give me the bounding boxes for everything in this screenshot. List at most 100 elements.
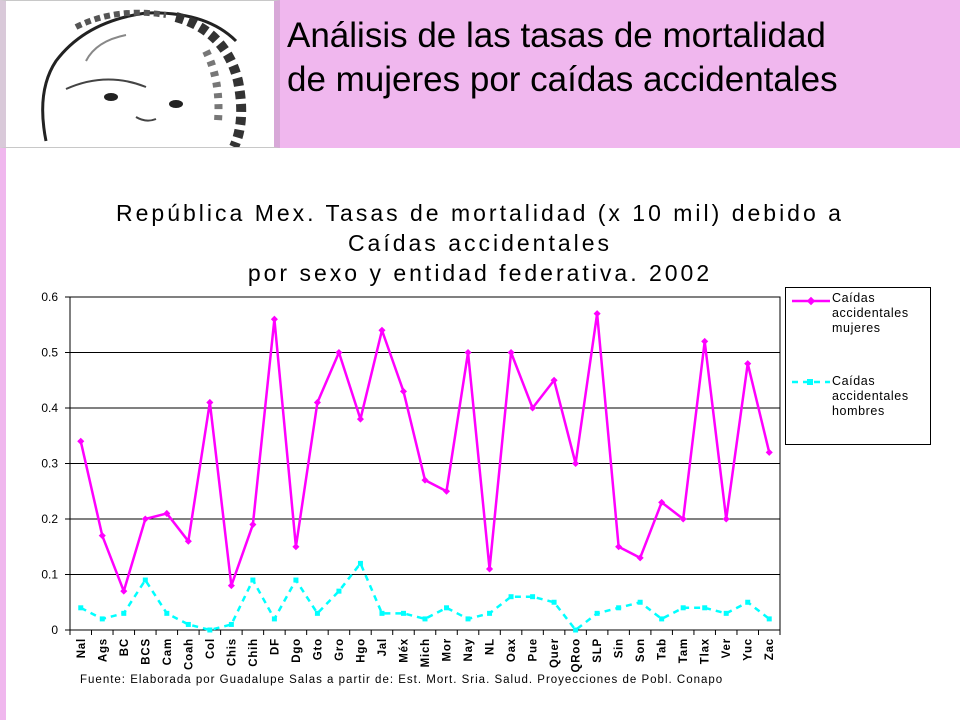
data-point-women (550, 376, 558, 384)
data-point-men (594, 610, 600, 616)
x-tick-label: Zac (764, 638, 776, 660)
data-point-women (765, 448, 773, 456)
x-tick-label: Tam (678, 638, 690, 663)
data-point-women (486, 565, 494, 573)
data-point-men (573, 627, 579, 633)
data-point-men (271, 616, 277, 622)
data-point-men (508, 594, 514, 600)
x-tick-label: Chih (248, 638, 260, 667)
x-tick-label: Mor (442, 638, 454, 661)
y-tick-label: 0.2 (41, 512, 58, 526)
x-tick-label: Oax (506, 638, 518, 662)
data-point-women (593, 310, 601, 318)
data-point-women (292, 543, 300, 551)
data-point-men (616, 605, 622, 611)
x-tick-label: BC (119, 638, 131, 656)
legend-swatch-women (792, 296, 830, 306)
data-point-women (615, 543, 623, 551)
legend-item-men: Caídas accidentales hombres (790, 374, 930, 434)
data-point-men (250, 577, 256, 583)
data-point-men (142, 577, 148, 583)
x-tick-label: Nal (76, 638, 88, 658)
data-point-men (207, 627, 213, 633)
data-point-women (270, 315, 278, 323)
data-point-men (400, 610, 406, 616)
data-point-women (120, 587, 128, 595)
data-point-women (378, 326, 386, 334)
data-point-men (723, 610, 729, 616)
x-tick-label: Tlax (700, 638, 712, 664)
data-point-men (185, 621, 191, 627)
x-tick-labels: Nal Ags BC BCS Cam Coah Col Chis Chih DF Dgo Gto Gro… (76, 638, 776, 673)
data-point-women (529, 404, 537, 412)
data-point-women (636, 554, 644, 562)
data-point-women (227, 582, 235, 590)
data-point-women (335, 348, 343, 357)
data-point-women (722, 515, 730, 523)
data-point-women (679, 515, 687, 523)
data-point-women (206, 398, 214, 406)
x-tick-label: Pue (528, 638, 540, 662)
y-tick-labels: 0 0.1 0.2 0.3 0.4 0.5 0.6 (41, 290, 58, 637)
x-tick-label: NL (485, 638, 497, 655)
logo-image (0, 0, 280, 150)
data-point-men (336, 588, 342, 594)
data-point-women (249, 521, 257, 529)
y-tick-label: 0.5 (41, 346, 58, 360)
legend-label-women: Caídas accidentales mujeres (832, 291, 909, 335)
chart-legend: Caídas accidentales mujeres Caídas accid… (785, 287, 931, 445)
slide-title-line-2: de mujeres por caídas accidentales (287, 60, 838, 99)
x-tick-label: Mich (420, 638, 432, 667)
data-point-men (530, 594, 536, 600)
legend-item-women: Caídas accidentales mujeres (790, 291, 930, 351)
data-point-men (766, 616, 772, 622)
series (77, 310, 773, 633)
legend-label-men: Caídas accidentales hombres (832, 374, 909, 418)
data-point-men (465, 616, 471, 622)
x-tick-label: Nay (463, 638, 475, 662)
x-tick-label: Coah (183, 638, 195, 670)
data-point-women (701, 337, 709, 345)
data-point-men (680, 605, 686, 611)
y-tick-label: 0.3 (41, 457, 58, 471)
data-point-men (228, 621, 234, 627)
data-point-men (314, 610, 320, 616)
data-point-men (357, 560, 363, 566)
data-point-men (702, 605, 708, 611)
data-point-men (637, 599, 643, 605)
x-tick-label: Chis (226, 638, 238, 666)
data-point-women (658, 498, 666, 506)
data-point-women (163, 509, 171, 517)
x-tick-label: Quer (549, 638, 561, 668)
x-tick-label: Méx (398, 638, 410, 663)
data-point-men (121, 610, 127, 616)
data-point-men (487, 610, 493, 616)
slide-title: Análisis de las tasas de mortalidad de m… (287, 14, 947, 102)
data-point-men (444, 605, 450, 611)
data-point-women (184, 537, 192, 545)
x-tick-label: Jal (377, 638, 389, 656)
series-line-men (80, 562, 771, 632)
left-edge-strip (0, 148, 6, 720)
y-tick-label: 0 (51, 623, 58, 637)
axes (65, 296, 781, 635)
data-point-men (293, 577, 299, 583)
chart-title: República Mex. Tasas de mortalidad (x 10… (60, 198, 900, 288)
x-tick-label: Gro (334, 638, 346, 661)
legend-swatch-men (792, 379, 830, 385)
data-point-men (659, 616, 665, 622)
data-point-women (399, 387, 408, 395)
plot-area (69, 296, 781, 631)
data-point-men (164, 610, 170, 616)
x-tick-label: Gto (312, 638, 324, 660)
data-point-men (745, 599, 751, 605)
series-line-women (79, 312, 771, 593)
data-point-men (422, 616, 428, 622)
x-tick-label: SLP (592, 638, 604, 663)
data-point-women (744, 360, 752, 368)
x-tick-label: Dgo (291, 638, 303, 663)
x-tick-label: Cam (162, 638, 174, 665)
chart-title-line-3: por sexo y entidad federativa. 2002 (247, 260, 713, 286)
chart-source-note: Fuente: Elaborada por Guadalupe Salas a … (80, 674, 724, 686)
